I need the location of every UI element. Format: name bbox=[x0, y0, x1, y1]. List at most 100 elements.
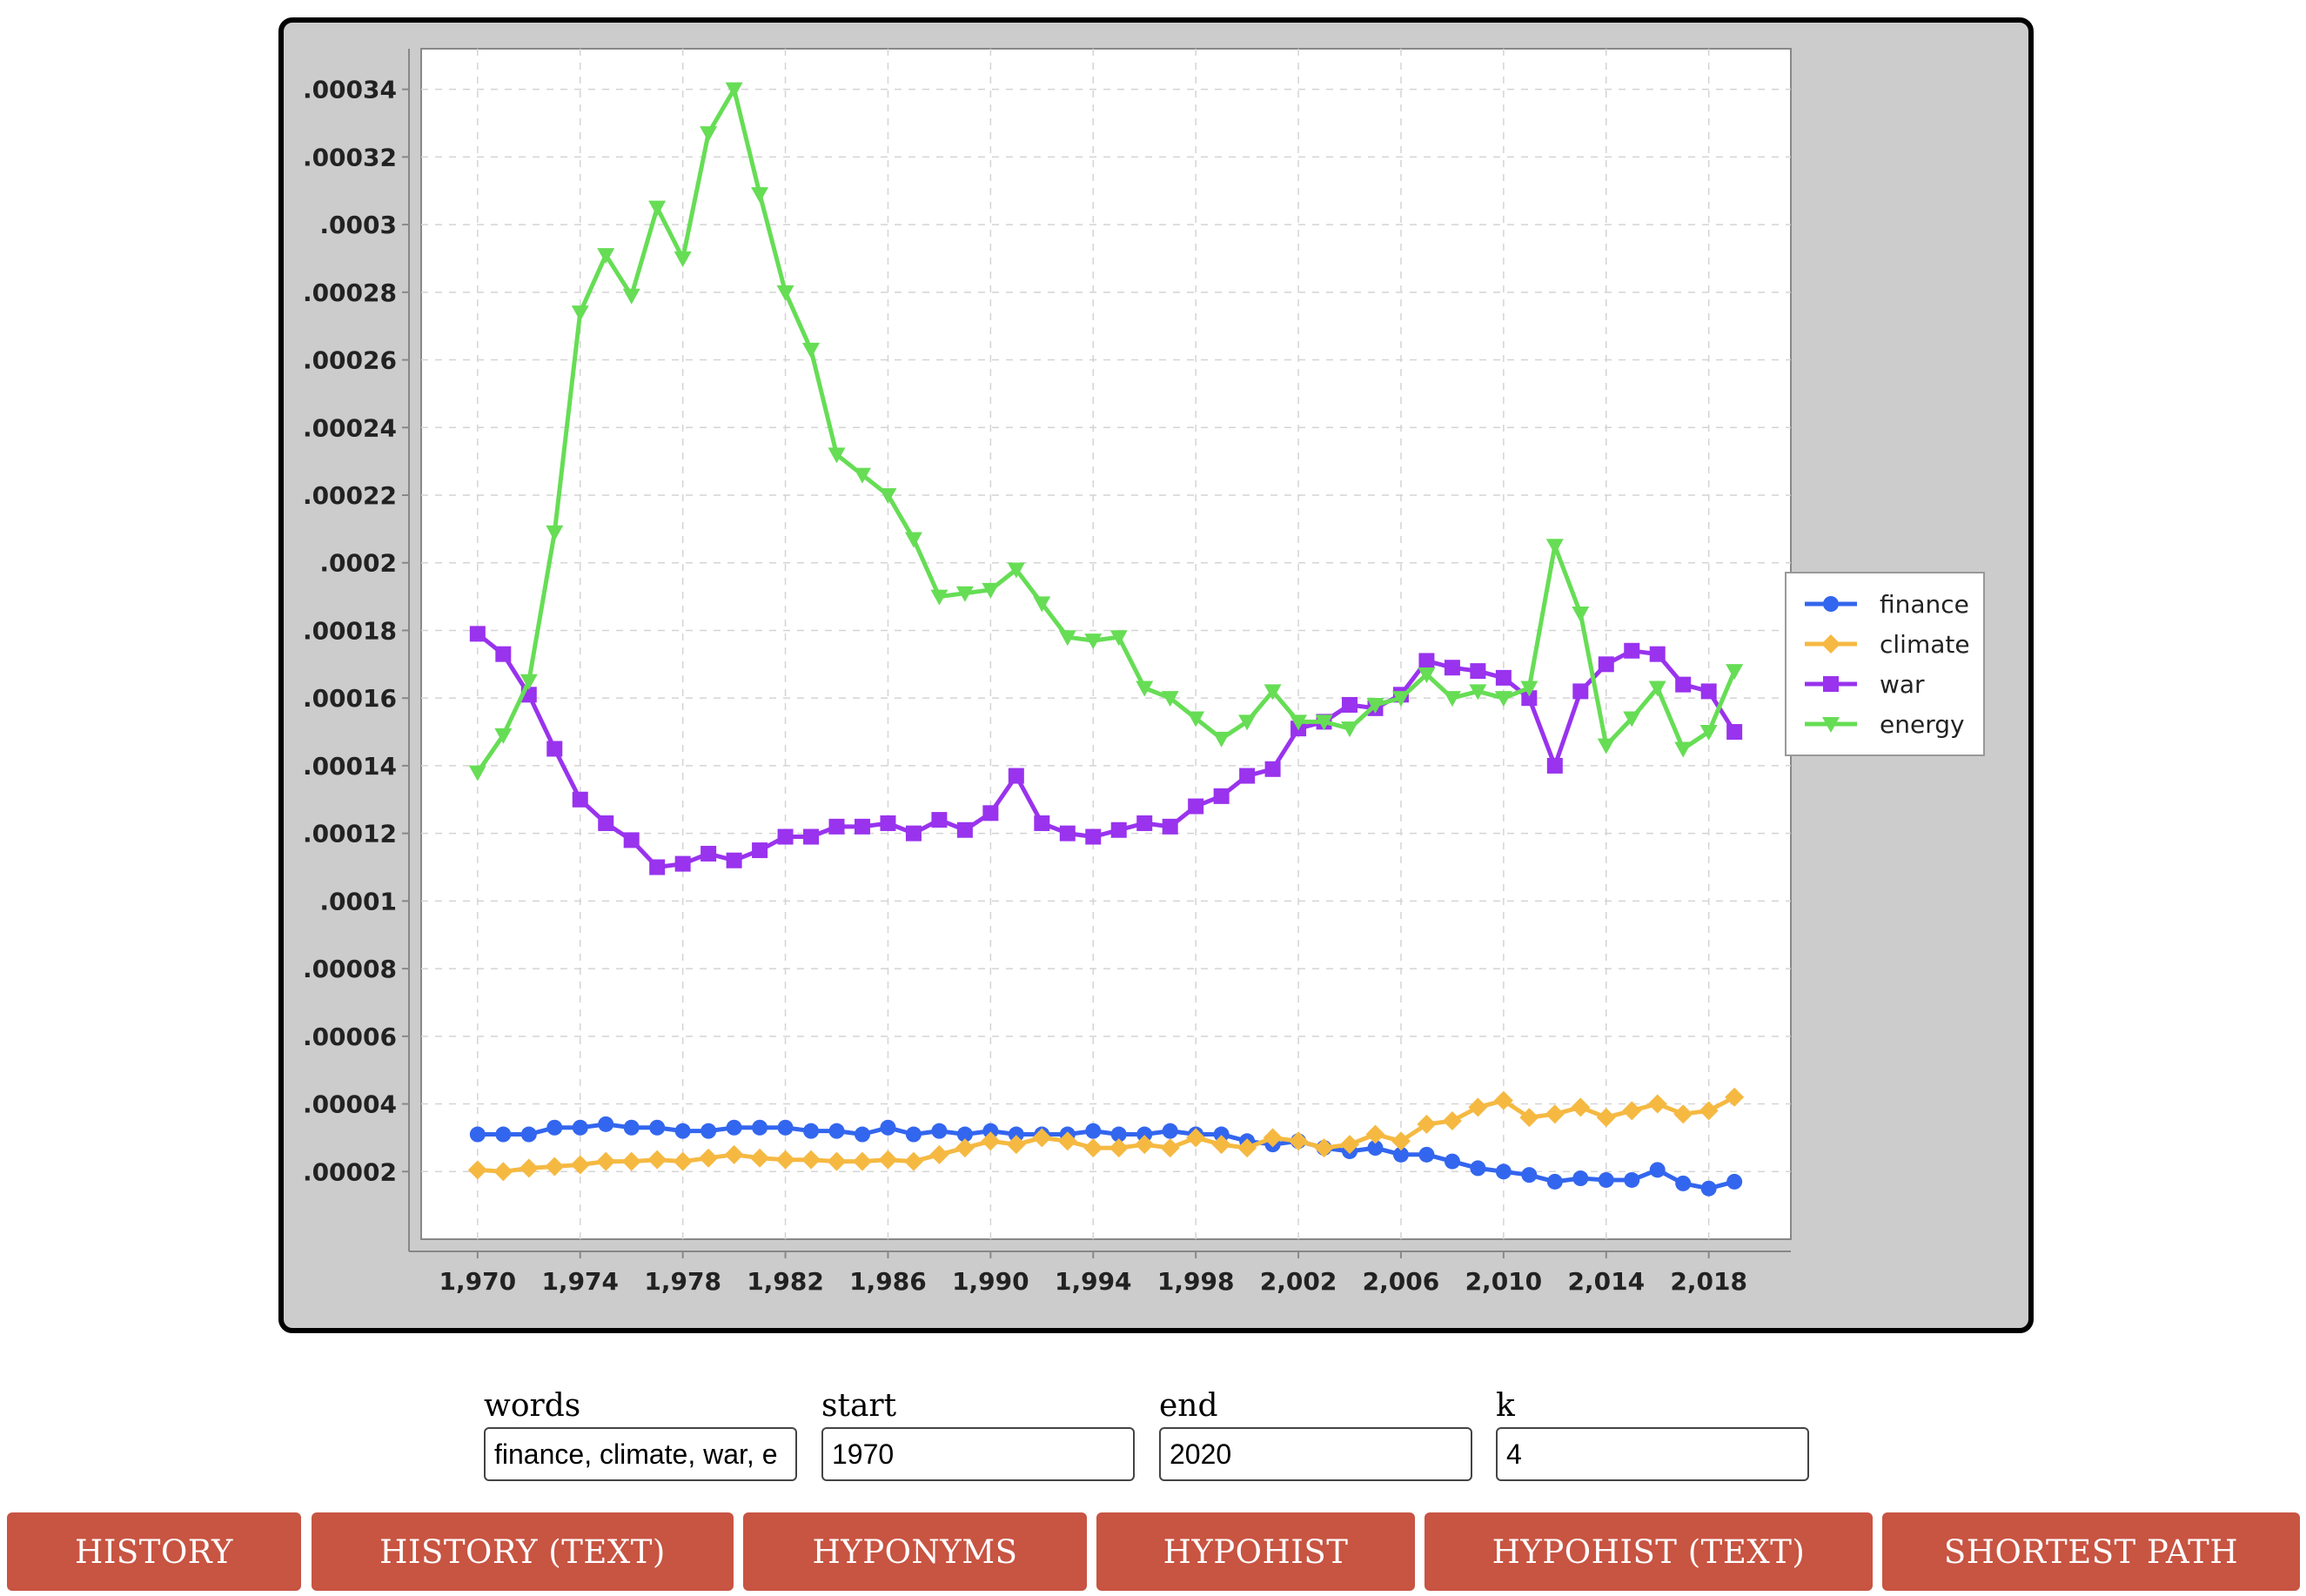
history-button[interactable]: History bbox=[7, 1512, 301, 1591]
finance-point bbox=[1136, 1126, 1153, 1143]
war-point bbox=[1034, 815, 1050, 831]
climate-point bbox=[852, 1151, 872, 1171]
climate-point bbox=[1391, 1131, 1411, 1151]
war-point bbox=[1342, 696, 1358, 713]
climate-point bbox=[750, 1148, 770, 1168]
climate-point bbox=[724, 1144, 744, 1164]
end-label: end bbox=[1159, 1388, 1218, 1424]
energy-point bbox=[802, 342, 821, 359]
series-energy bbox=[468, 82, 1744, 781]
energy-point bbox=[776, 285, 794, 301]
energy-point bbox=[674, 251, 692, 267]
k-input[interactable] bbox=[1496, 1427, 1809, 1481]
climate-point bbox=[1519, 1108, 1539, 1128]
climate-point bbox=[1263, 1128, 1283, 1148]
war-point bbox=[701, 845, 717, 862]
y-tick-label: .00032 bbox=[303, 143, 397, 171]
war-point bbox=[1264, 761, 1281, 777]
energy-point bbox=[1109, 630, 1128, 647]
finance-point bbox=[649, 1119, 666, 1136]
climate-point bbox=[673, 1151, 693, 1171]
shortest-path-button[interactable]: Shortest Path bbox=[1882, 1512, 2300, 1591]
climate-point bbox=[1186, 1128, 1206, 1148]
history-text-button[interactable]: History (Text) bbox=[312, 1512, 734, 1591]
finance-point bbox=[1675, 1175, 1692, 1191]
hypohist-text-button[interactable]: Hypohist (Text) bbox=[1424, 1512, 1873, 1591]
war-point bbox=[854, 818, 870, 835]
legend-label-climate: climate bbox=[1880, 630, 1970, 659]
y-tick-label: .0003 bbox=[319, 211, 397, 239]
climate-point bbox=[1596, 1108, 1616, 1128]
words-input[interactable] bbox=[484, 1427, 797, 1481]
war-point bbox=[1008, 768, 1024, 784]
finance-point bbox=[701, 1123, 717, 1139]
climate-point bbox=[1237, 1138, 1257, 1158]
war-point bbox=[1675, 676, 1692, 693]
war-point bbox=[777, 828, 794, 845]
energy-point bbox=[1315, 714, 1333, 731]
war-point bbox=[1521, 690, 1538, 707]
y-tick-label: .00014 bbox=[303, 752, 397, 781]
legend-marker-war bbox=[1823, 676, 1839, 692]
finance-point bbox=[546, 1119, 563, 1136]
finance-point bbox=[598, 1116, 614, 1132]
climate-point bbox=[903, 1151, 923, 1171]
finance-point bbox=[1495, 1163, 1512, 1180]
x-tick-label: 1,990 bbox=[952, 1267, 1029, 1296]
war-point bbox=[1085, 828, 1102, 845]
x-tick-label: 1,982 bbox=[747, 1267, 824, 1296]
finance-point bbox=[1470, 1160, 1486, 1177]
finance-point bbox=[1085, 1123, 1102, 1139]
energy-point bbox=[1418, 667, 1436, 683]
climate-point bbox=[1083, 1138, 1103, 1158]
war-point bbox=[1726, 724, 1743, 741]
hypohist-button[interactable]: Hypohist bbox=[1096, 1512, 1415, 1591]
finance-point bbox=[931, 1123, 948, 1139]
start-label: start bbox=[821, 1388, 897, 1424]
finance-point bbox=[495, 1126, 512, 1143]
energy-point bbox=[1290, 714, 1308, 731]
energy-point bbox=[1366, 697, 1384, 714]
x-tick-label: 1,978 bbox=[644, 1267, 721, 1296]
climate-point bbox=[775, 1150, 795, 1170]
energy-point bbox=[1674, 741, 1693, 758]
climate-point bbox=[570, 1155, 590, 1175]
finance-point bbox=[1367, 1140, 1384, 1157]
finance-point bbox=[803, 1123, 820, 1139]
legend-marker-climate bbox=[1821, 634, 1840, 654]
war-point bbox=[931, 812, 948, 828]
finance-point bbox=[1546, 1173, 1563, 1190]
y-tick-label: .00002 bbox=[303, 1157, 397, 1186]
energy-line bbox=[475, 87, 1737, 775]
war-point bbox=[828, 818, 845, 835]
finance-point bbox=[1624, 1171, 1640, 1188]
energy-point bbox=[520, 674, 538, 690]
y-tick-label: .00034 bbox=[303, 76, 397, 104]
energy-point bbox=[904, 532, 922, 548]
legend-label-finance: finance bbox=[1880, 590, 1969, 619]
energy-point bbox=[1007, 562, 1025, 579]
finance-point bbox=[854, 1126, 870, 1143]
legend-label-war: war bbox=[1880, 670, 1925, 699]
start-input[interactable] bbox=[821, 1427, 1135, 1481]
climate-point bbox=[1006, 1135, 1026, 1155]
climate-point bbox=[827, 1151, 847, 1171]
hyponyms-button[interactable]: Hyponyms bbox=[743, 1512, 1087, 1591]
x-tick-label: 1,970 bbox=[439, 1267, 517, 1296]
war-point bbox=[752, 842, 768, 859]
war-point bbox=[649, 859, 666, 875]
war-point bbox=[1136, 815, 1153, 831]
y-tick-label: .00012 bbox=[303, 820, 397, 848]
climate-point bbox=[801, 1150, 821, 1170]
finance-point bbox=[880, 1119, 896, 1136]
climate-point bbox=[545, 1157, 565, 1177]
climate-point bbox=[1109, 1138, 1129, 1158]
energy-point bbox=[1212, 731, 1230, 748]
climate-point bbox=[1032, 1128, 1052, 1148]
end-input[interactable] bbox=[1159, 1427, 1472, 1481]
climate-point bbox=[1365, 1124, 1385, 1144]
y-tick-label: .00016 bbox=[303, 684, 397, 713]
finance-point bbox=[1392, 1146, 1409, 1163]
climate-point bbox=[955, 1138, 975, 1158]
legend-label-energy: energy bbox=[1880, 710, 1965, 739]
